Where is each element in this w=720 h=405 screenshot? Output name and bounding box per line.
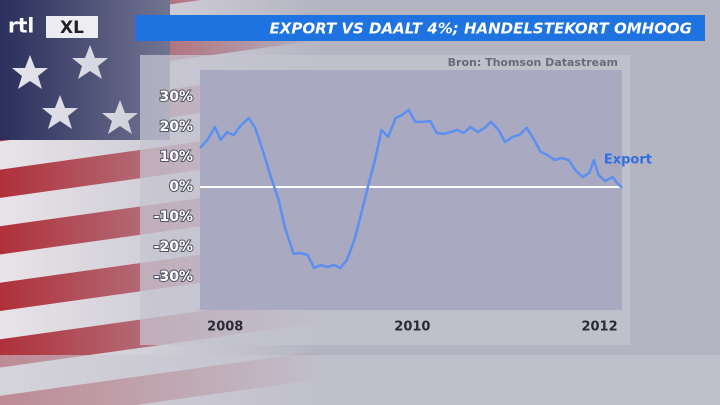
brand-box	[46, 16, 98, 38]
bottom-band	[0, 355, 720, 405]
series-label: Export	[604, 152, 652, 167]
series-line	[199, 108, 623, 270]
y-tick-label: 0%	[169, 179, 193, 195]
title-bar	[135, 15, 705, 41]
chart-title: EXPORT VS DAALT 4%; HANDELSTEKORT OMHOOG	[270, 20, 692, 38]
brand-rtl: rtl	[8, 14, 34, 38]
y-tick-label: 20%	[159, 119, 193, 135]
y-tick-label: 10%	[159, 149, 193, 165]
x-tick-label: 2008	[207, 320, 243, 335]
brand-xl: XL	[60, 18, 84, 38]
x-tick-label: 2010	[394, 320, 430, 335]
x-tick-label: 2012	[581, 320, 617, 335]
plot-area	[200, 70, 622, 310]
y-tick-label: 30%	[159, 89, 193, 105]
y-tick-label: -20%	[154, 239, 193, 255]
source-note: Bron: Thomson Datastream	[448, 56, 618, 69]
y-tick-label: -10%	[154, 209, 193, 225]
y-tick-label: -30%	[154, 269, 193, 285]
